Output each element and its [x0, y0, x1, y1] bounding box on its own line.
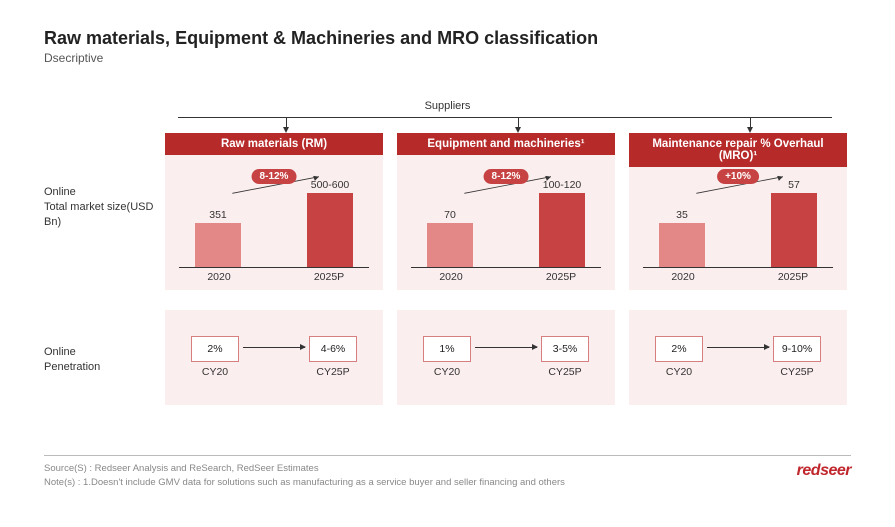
slide: Raw materials, Equipment & Machineries a… [0, 0, 895, 527]
arrow-right-icon [707, 347, 769, 348]
x-axis-label: 2025P [531, 271, 591, 283]
arrow-right-icon [475, 347, 537, 348]
footer-divider [44, 455, 851, 456]
penetration-card: 2% 4-6% CY20 CY25P [165, 310, 383, 405]
suppliers-label: Suppliers [0, 100, 895, 112]
penetration-box-end: 3-5% [541, 336, 589, 362]
card-header: Equipment and machineries¹ [397, 133, 615, 155]
footer-note: Note(s) : 1.Doesn't include GMV data for… [44, 476, 565, 489]
penetration-box-start: 2% [191, 336, 239, 362]
bar-value: 351 [209, 209, 227, 221]
bracket-tick [286, 117, 287, 131]
penetration-cards-row: 2% 4-6% CY20 CY25P 1% 3-5% CY20 CY25P 2% 9-10% CY2… [165, 310, 847, 405]
x-axis-label: 2025P [299, 271, 359, 283]
chart-card: Maintenance repair % Overhaul (MRO)¹ +10%… [629, 133, 847, 290]
penetration-year-label: CY20 [417, 366, 477, 378]
penetration-box-start: 2% [655, 336, 703, 362]
growth-pill: +10% [717, 169, 759, 184]
brand-logo: redseer [797, 462, 851, 480]
chart-card: Equipment and machineries¹ 8-12% 70 100-120… [397, 133, 615, 290]
bar-2025: 100-120 [539, 193, 585, 267]
penetration-year-label: CY20 [649, 366, 709, 378]
bar-2020: 35 [659, 223, 705, 267]
chart-card: Raw materials (RM) 8-12% 351 500-600 2020 202… [165, 133, 383, 290]
penetration-box-end: 9-10% [773, 336, 821, 362]
bracket-tick [750, 117, 751, 131]
penetration-box-start: 1% [423, 336, 471, 362]
footer-source: Source(S) : Redseer Analysis and ReSearc… [44, 462, 319, 475]
growth-pill: 8-12% [484, 169, 529, 184]
bar-2020: 70 [427, 223, 473, 267]
bar-value: 100-120 [543, 179, 582, 191]
row-label-market-size: Online Total market size(USD Bn) [44, 185, 154, 230]
x-axis-label: 2025P [763, 271, 823, 283]
bar-value: 70 [444, 209, 456, 221]
chart-area: +10%355720202025P [643, 167, 833, 268]
card-header: Raw materials (RM) [165, 133, 383, 155]
penetration-box-end: 4-6% [309, 336, 357, 362]
bar-value: 500-600 [311, 179, 350, 191]
slide-subtitle: Dsecriptive [44, 51, 851, 65]
x-axis-label: 2020 [421, 271, 481, 283]
penetration-year-label: CY25P [303, 366, 363, 378]
penetration-card: 1% 3-5% CY20 CY25P [397, 310, 615, 405]
penetration-year-label: CY25P [535, 366, 595, 378]
slide-title: Raw materials, Equipment & Machineries a… [44, 28, 851, 49]
card-header: Maintenance repair % Overhaul (MRO)¹ [629, 133, 847, 167]
bar-value: 57 [788, 179, 800, 191]
penetration-card: 2% 9-10% CY20 CY25P [629, 310, 847, 405]
bracket-tick [518, 117, 519, 131]
bar-2025: 500-600 [307, 193, 353, 267]
x-axis-label: 2020 [189, 271, 249, 283]
bar-2025: 57 [771, 193, 817, 267]
arrow-right-icon [243, 347, 305, 348]
chart-area: 8-12%351500-60020202025P [179, 167, 369, 268]
penetration-year-label: CY25P [767, 366, 827, 378]
row-label-penetration: Online Penetration [44, 345, 154, 375]
suppliers-bracket [178, 117, 832, 132]
chart-cards-row: Raw materials (RM) 8-12% 351 500-600 2020 202… [165, 133, 847, 290]
growth-pill: 8-12% [252, 169, 297, 184]
bar-2020: 351 [195, 223, 241, 267]
penetration-year-label: CY20 [185, 366, 245, 378]
x-axis-label: 2020 [653, 271, 713, 283]
chart-area: 8-12%70100-12020202025P [411, 167, 601, 268]
bar-value: 35 [676, 209, 688, 221]
